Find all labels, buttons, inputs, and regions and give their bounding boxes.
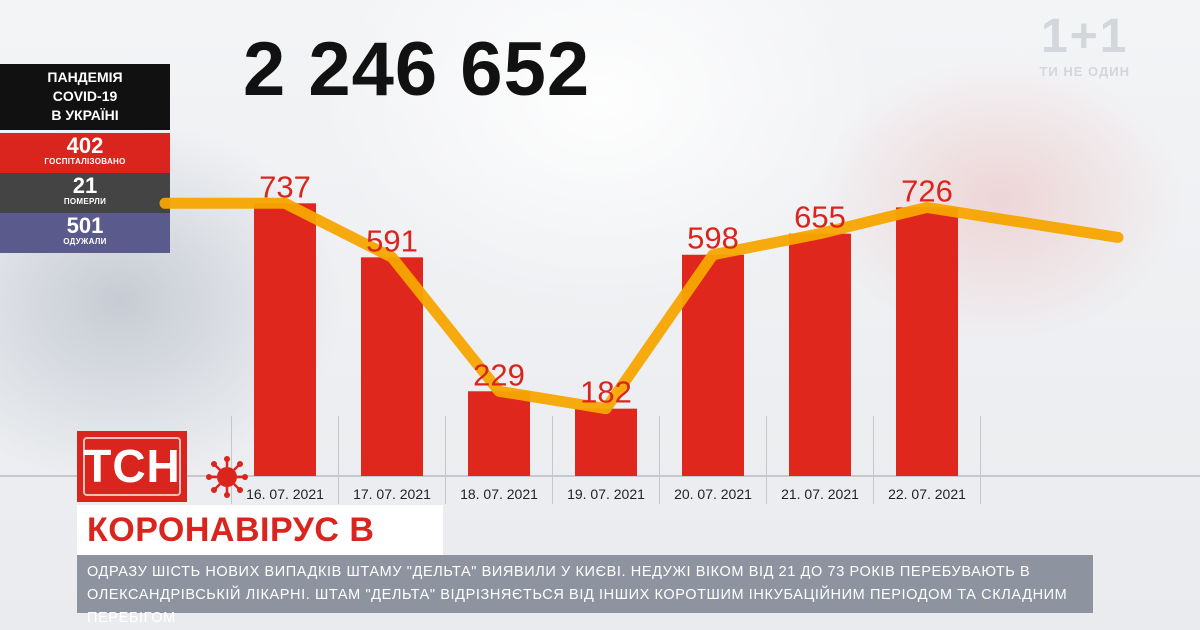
channel-logo-text: 1+1 [1041,10,1129,63]
x-tick-label-1: 16. 07. 2021 [246,486,324,502]
stat-recovered-value: 501 [66,213,104,238]
panel-title-line-2: COVID-19 [52,88,118,104]
panel-title-line-1: ПАНДЕМІЯ [47,69,123,85]
stat-hospitalized-value: 402 [66,133,104,158]
data-label-5: 598 [687,221,739,256]
panel-title: ПАНДЕМІЯ COVID-19 В УКРАЇНІ [0,64,170,130]
bar-3 [468,391,530,476]
data-label-3: 229 [473,357,525,392]
x-tick-label-2: 17. 07. 2021 [353,486,431,502]
data-label-7: 726 [901,173,953,208]
bar-2 [361,257,423,476]
stat-hospitalized-label: ГОСПІТАЛІЗОВАНО [44,157,126,166]
tsn-logo: ТСН [77,431,187,502]
bar-6 [789,233,851,476]
channel-slogan: ТИ НЕ ОДИН [1039,64,1130,79]
trend-line [159,197,1124,415]
data-label-4: 182 [580,375,632,410]
x-tick-label-5: 20. 07. 2021 [674,486,752,502]
stat-recovered: 501 ОДУЖАЛИ [0,213,170,253]
news-ticker: ОДРАЗУ ШІСТЬ НОВИХ ВИПАДКІВ ШТАМУ "ДЕЛЬТ… [77,555,1093,626]
stat-died: 21 ПОМЕРЛИ [0,173,170,213]
tsn-logo-text: ТСН [83,440,181,492]
x-tick-label-4: 19. 07. 2021 [567,486,645,502]
data-label-6: 655 [794,200,846,235]
bar-4 [575,408,637,476]
bar-7 [896,207,958,476]
panel-title-line-3: В УКРАЇНІ [51,107,119,123]
x-tick-label-6: 21. 07. 2021 [781,486,859,502]
stat-died-label: ПОМЕРЛИ [63,197,107,206]
tsn-logo-frame [83,437,181,496]
bar-1 [254,203,316,476]
x-tick-label-7: 22. 07. 2021 [888,486,966,502]
stat-recovered-label: ОДУЖАЛИ [63,237,107,246]
headline: КОРОНАВІРУС В УКРАЇНІ [77,505,443,599]
stat-hospitalized: 402 ГОСПІТАЛІЗОВАНО [0,133,170,173]
data-label-1: 737 [259,169,311,204]
x-tick-label-3: 18. 07. 2021 [460,486,538,502]
virus-icon [206,456,248,498]
channel-logo: 1+1 ТИ НЕ ОДИН [1039,10,1130,80]
stat-died-value: 21 [72,173,98,198]
total-cases: 2 246 652 [243,27,591,112]
data-label-2: 591 [366,223,418,258]
